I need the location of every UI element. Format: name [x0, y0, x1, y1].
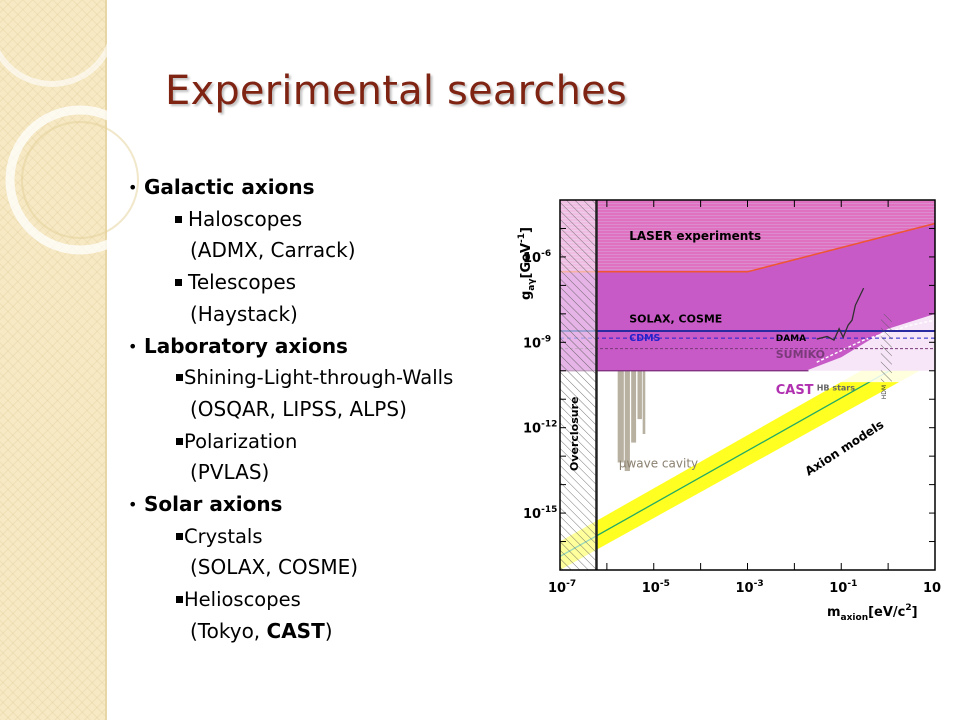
- x-tick-label-exponent: -1: [847, 579, 857, 589]
- detail-text: (Tokyo,: [190, 618, 267, 643]
- y-tick-label: 10-15: [523, 505, 557, 522]
- square-bullet-icon: [175, 215, 182, 223]
- sub-bullet-label: Polarization: [184, 429, 298, 453]
- sub-bullet-detail: (Tokyo, CAST): [128, 616, 498, 648]
- sub-bullet-label: Crystals: [184, 524, 263, 548]
- x-tick-label: 10-7: [548, 579, 576, 596]
- x-tick-label-base: 10: [642, 581, 660, 596]
- square-bullet-icon: [176, 437, 183, 445]
- x-tick-label-exponent: -3: [754, 579, 764, 589]
- sub-bullet-polarization: Polarization: [128, 426, 498, 458]
- hdm-region: [880, 313, 892, 383]
- square-bullet-icon: [176, 532, 183, 540]
- y-tick-label: 10-6: [523, 249, 551, 266]
- axion-models-band: [560, 328, 935, 570]
- sub-bullet-label: Shining-Light-through-Walls: [184, 366, 454, 390]
- y-tick-label-exponent: -15: [541, 505, 557, 515]
- cavity-bar: [631, 370, 637, 443]
- y-tick-label: 10-12: [523, 420, 557, 437]
- x-tick-label-base: 10: [736, 581, 754, 596]
- square-bullet-icon: [176, 374, 183, 382]
- square-bullet-icon: [175, 279, 182, 287]
- x-tick-label: 10-5: [642, 579, 670, 596]
- x-tick-label: 10: [923, 581, 941, 596]
- x-tick-label: 10-1: [829, 579, 857, 596]
- y-tick-label-exponent: -12: [541, 420, 557, 430]
- laser-region-hatch: [560, 200, 935, 272]
- cast-label: CAST: [776, 383, 814, 398]
- hdm-label: HDM: [881, 385, 888, 399]
- x-axis-label-sup: 2: [905, 603, 911, 613]
- y-axis-label-sup: -1: [517, 233, 527, 243]
- sub-bullet-helioscopes: Helioscopes: [128, 584, 498, 616]
- sub-bullet-detail: (OSQAR, LIPSS, ALPS): [190, 396, 407, 421]
- square-bullet-icon: [176, 596, 183, 604]
- x-tick-label-base: 10: [548, 581, 566, 596]
- decorative-rings: [0, 0, 140, 255]
- cavity-bar: [624, 370, 630, 472]
- sub-bullet-label: Haloscopes: [188, 206, 303, 231]
- bullet-list: Galactic axions Haloscopes (ADMX, Carrac…: [128, 172, 498, 648]
- sub-bullet-shining-light: Shining-Light-through-Walls: [128, 362, 498, 394]
- overclosure-label: Overclosure: [568, 397, 581, 472]
- cavity-bar: [642, 370, 646, 435]
- x-axis-label-sub: axion: [841, 613, 869, 623]
- x-tick-label-base: 10: [829, 581, 847, 596]
- bullet-galactic-axions: Galactic axions: [128, 172, 498, 204]
- sub-bullet-detail: (SOLAX, COSME): [190, 555, 359, 580]
- sub-bullet-crystals: Crystals: [128, 521, 498, 553]
- x-axis-label-end: ]: [912, 605, 918, 620]
- dama-label: DAMA: [776, 334, 806, 344]
- x-tick-label-exponent: -7: [566, 579, 576, 589]
- slide-title: Experimental searches: [165, 68, 627, 114]
- exclusion-plot: LASER experiments SOLAX, COSME CDMS DAMA SUM…: [505, 190, 945, 639]
- y-tick-label-exponent: -6: [541, 249, 551, 259]
- cdms-label: CDMS: [629, 333, 660, 344]
- y-axis-label-sub: aγ: [527, 278, 537, 290]
- x-axis-label-unit: [eV/c: [868, 605, 905, 620]
- cavity-bar: [617, 370, 624, 463]
- y-axis-label: gaγ[GeV-1]: [517, 227, 537, 300]
- sumiko-label: SUMIKO: [776, 348, 825, 361]
- dama-curve: [816, 287, 865, 341]
- y-axis-label-main: g: [519, 291, 534, 300]
- x-axis-label-main: m: [827, 605, 841, 620]
- cavity-label: µwave cavity: [619, 456, 698, 470]
- sub-bullet-label: Helioscopes: [184, 588, 301, 612]
- sub-bullet-detail: (Haystack): [190, 301, 298, 326]
- sub-bullet-label: Telescopes: [188, 270, 297, 295]
- sub-bullet-detail: (ADMX, Carrack): [190, 238, 356, 263]
- y-tick-label-base: 10: [523, 507, 541, 522]
- laser-experiments-label: LASER experiments: [629, 229, 761, 243]
- sub-bullet-detail: (PVLAS): [190, 460, 270, 485]
- y-axis-label-unit: [GeV: [519, 243, 534, 279]
- x-axis-label: maxion[eV/c2]: [827, 603, 918, 623]
- laser-limit-line: [560, 222, 935, 273]
- detail-text-bold: CAST: [266, 618, 325, 643]
- cavity-bar: [637, 370, 642, 420]
- overclosure-region-hatch: [560, 200, 597, 570]
- sub-bullet-telescopes: Telescopes: [128, 267, 498, 299]
- x-tick-label-base: 10: [923, 581, 941, 596]
- detail-text: ): [324, 618, 333, 643]
- solax-cosme-label: SOLAX, COSME: [629, 312, 722, 325]
- y-tick-label-exponent: -9: [541, 334, 551, 344]
- y-axis-label-end: ]: [519, 227, 534, 233]
- hb-stars-label: HB stars: [817, 384, 856, 393]
- sub-bullet-haloscopes: Haloscopes: [128, 204, 498, 236]
- bullet-solar-axions: Solar axions: [128, 489, 498, 521]
- bullet-laboratory-axions: Laboratory axions: [128, 331, 498, 363]
- x-tick-label-exponent: -5: [660, 579, 670, 589]
- y-tick-label-base: 10: [523, 251, 541, 266]
- y-tick-label: 10-9: [523, 334, 551, 351]
- exclusion-plot-svg: LASER experiments SOLAX, COSME CDMS DAMA SUM…: [517, 199, 941, 623]
- y-tick-label-base: 10: [523, 336, 541, 351]
- x-tick-label: 10-3: [736, 579, 764, 596]
- y-tick-label-base: 10: [523, 422, 541, 437]
